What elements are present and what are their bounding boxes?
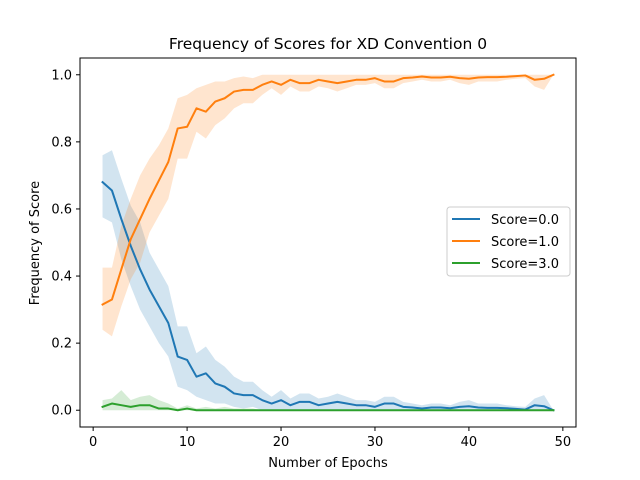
series-line-score-3-0 <box>101 402 555 412</box>
series-layer <box>101 73 555 412</box>
chart-title: Frequency of Scores for XD Convention 0 <box>169 35 487 53</box>
y-tick-label: 0.4 <box>51 270 72 285</box>
y-tick-label: 0.6 <box>51 202 72 217</box>
legend-box <box>446 206 571 277</box>
x-tick-label: 40 <box>461 435 478 450</box>
legend: Score=0.0 Score=1.0 Score=3.0 <box>446 206 571 277</box>
x-tick-label: 10 <box>179 435 196 450</box>
x-tick-label: 0 <box>89 435 97 450</box>
x-tick-label: 30 <box>367 435 384 450</box>
y-axis-label: Frequency of Score <box>28 181 43 305</box>
legend-label-score-3-0: Score=3.0 <box>491 257 559 272</box>
y-tick-label: 0.8 <box>51 135 72 150</box>
x-tick-label: 50 <box>555 435 572 450</box>
x-axis-label: Number of Epochs <box>268 456 388 471</box>
series-line-score-1-0 <box>101 73 555 306</box>
legend-label-score-1-0: Score=1.0 <box>491 235 559 250</box>
axes-frame <box>79 57 577 428</box>
confidence-band-score-3-0 <box>102 390 554 411</box>
y-tick-label: 1.0 <box>51 68 72 83</box>
legend-label-score-0-0: Score=0.0 <box>491 213 559 228</box>
series-line-score-0-0 <box>101 180 555 412</box>
y-tick-label: 0.0 <box>51 404 72 419</box>
axis-ticks: 0 10 20 30 40 50 0.0 0.2 0.4 0.6 0.8 1.0 <box>51 68 571 450</box>
y-tick-label: 0.2 <box>51 337 72 352</box>
plot-area <box>101 73 555 412</box>
x-tick-label: 20 <box>273 435 290 450</box>
